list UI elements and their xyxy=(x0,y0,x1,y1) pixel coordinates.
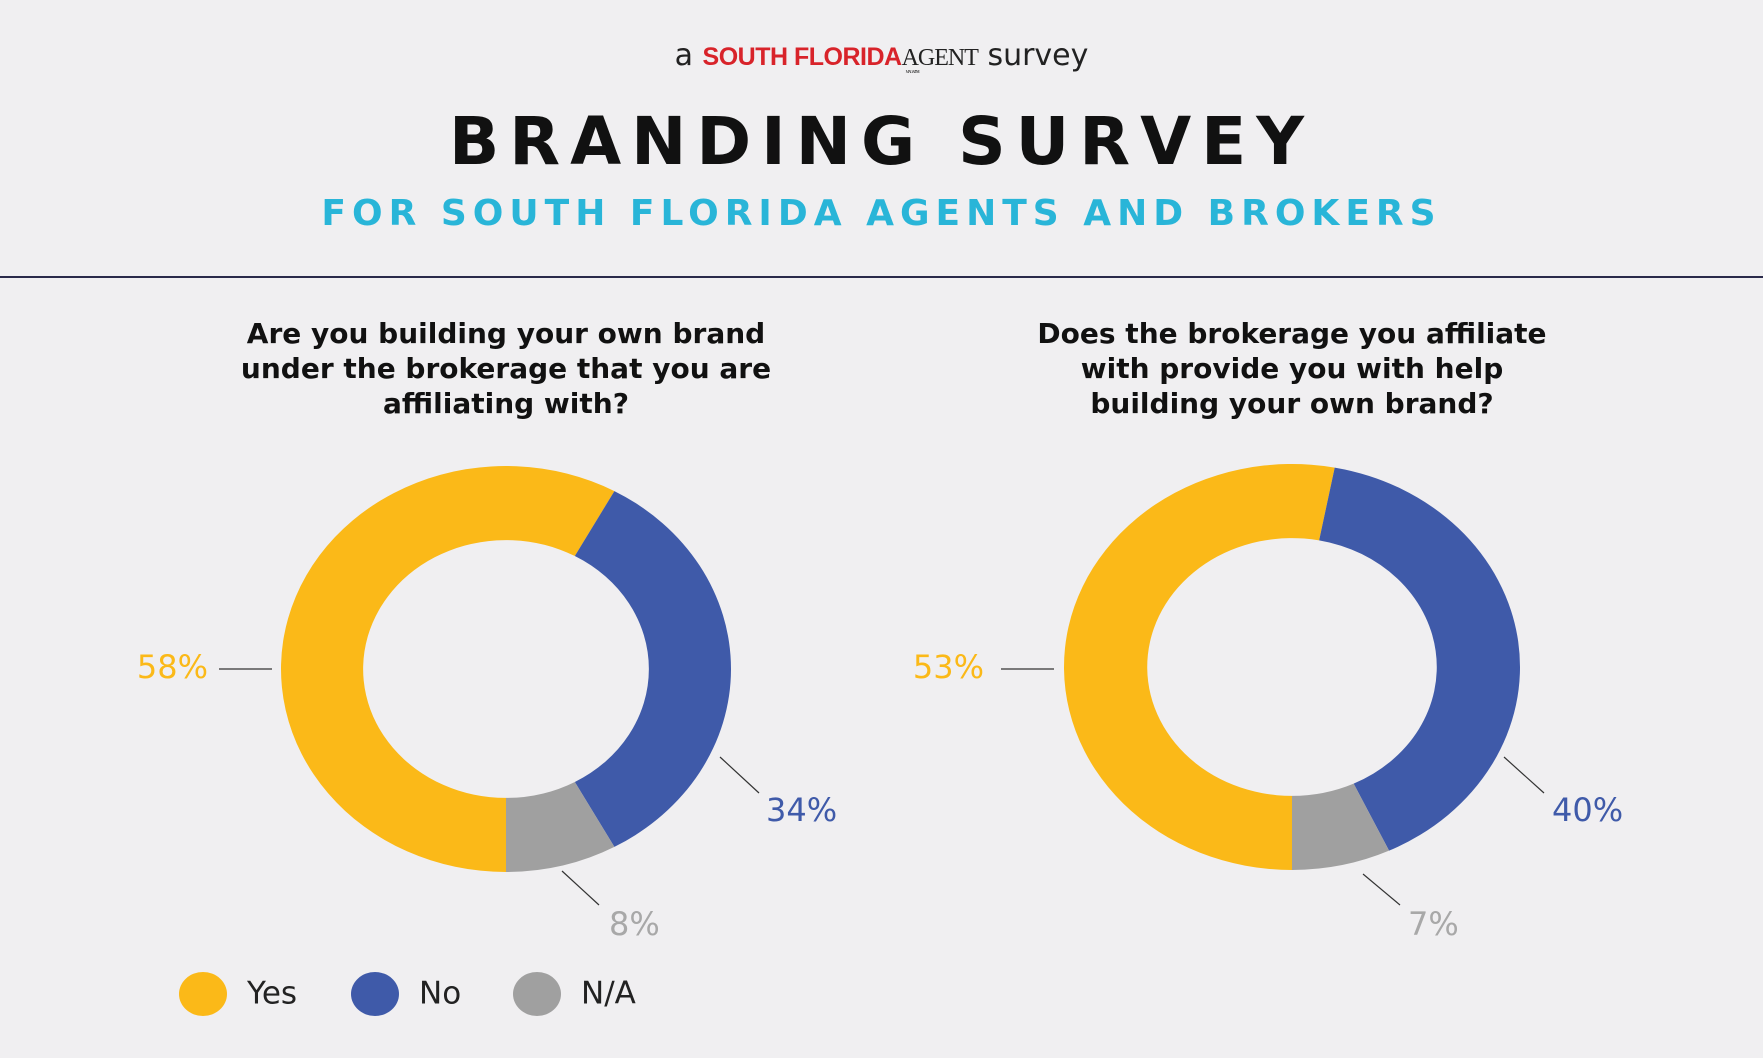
donut-segment xyxy=(506,781,615,872)
brand-agent: AGENT MAGAZINE xyxy=(901,45,979,74)
brand: SOUTH FLORIDA xyxy=(702,43,903,71)
value-label: 8% xyxy=(609,905,660,943)
legend-swatch xyxy=(513,972,561,1016)
chart-title: Are you building your own brand under th… xyxy=(240,317,772,420)
donut-segment xyxy=(1319,467,1520,851)
leader-line xyxy=(719,756,760,794)
header-prefix: a xyxy=(674,38,693,73)
leader-line xyxy=(1362,873,1401,906)
header-suffix: survey xyxy=(987,38,1089,73)
value-label: 40% xyxy=(1552,791,1623,829)
divider xyxy=(0,276,1763,278)
value-label: 7% xyxy=(1408,905,1459,943)
value-label: 58% xyxy=(137,648,208,686)
brand-agent-text: AGENT xyxy=(901,45,979,71)
legend-swatch xyxy=(179,972,227,1016)
donut-segment xyxy=(1063,464,1335,870)
legend-label: Yes xyxy=(246,976,297,1012)
subtitle: FOR SOUTH FLORIDA AGENTS AND BROKERS xyxy=(321,193,1442,234)
legend-label: N/A xyxy=(581,976,636,1012)
title: BRANDING SURVEY xyxy=(448,103,1315,180)
leader-line xyxy=(1503,756,1545,794)
legend-label: No xyxy=(419,976,461,1012)
value-label: 34% xyxy=(766,791,837,829)
value-label: 53% xyxy=(913,648,984,686)
header: a SOUTH FLORIDAAGENT MAGAZINE survey xyxy=(0,38,1763,74)
legend-swatch xyxy=(351,972,399,1016)
brand-sub: MAGAZINE xyxy=(905,69,920,74)
donut-segment xyxy=(1292,783,1390,870)
donut-segment xyxy=(281,466,615,872)
donut-segment xyxy=(574,491,732,847)
leader-line xyxy=(561,870,600,906)
chart-title: Does the brokerage you affiliate with pr… xyxy=(1037,317,1547,420)
